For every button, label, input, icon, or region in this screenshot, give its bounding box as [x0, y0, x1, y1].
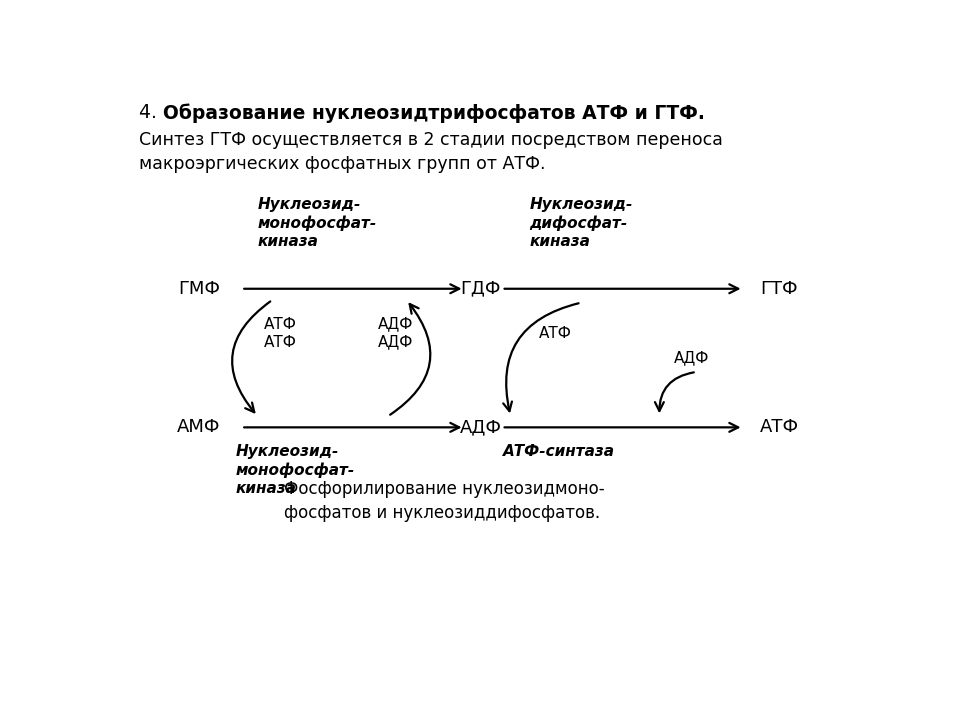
- Text: АТФ-синтаза: АТФ-синтаза: [503, 444, 615, 459]
- Text: ГДФ: ГДФ: [461, 280, 501, 298]
- Text: Синтез ГТФ осуществляется в 2 стадии посредством переноса
макроэргических фосфат: Синтез ГТФ осуществляется в 2 стадии пос…: [138, 131, 723, 173]
- Text: Нуклеозид-
монофосфат-
киназа: Нуклеозид- монофосфат- киназа: [257, 197, 377, 249]
- FancyArrowPatch shape: [232, 302, 271, 413]
- Text: Образование нуклеозидтрифосфатов АТФ и ГТФ.: Образование нуклеозидтрифосфатов АТФ и Г…: [163, 103, 705, 122]
- Text: АДФ
АДФ: АДФ АДФ: [377, 317, 413, 350]
- FancyArrowPatch shape: [390, 304, 430, 415]
- Text: ГТФ: ГТФ: [760, 280, 798, 298]
- Text: АТФ: АТФ: [760, 418, 799, 436]
- Text: Нуклеозид-
монофосфат-
киназа: Нуклеозид- монофосфат- киназа: [235, 444, 354, 495]
- Text: Фосфорилирование нуклеозидмоно-
фосфатов и нуклеозиддифосфатов.: Фосфорилирование нуклеозидмоно- фосфатов…: [284, 480, 604, 521]
- FancyArrowPatch shape: [655, 372, 694, 411]
- Text: АДФ: АДФ: [674, 351, 709, 366]
- Text: АМФ: АМФ: [177, 418, 221, 436]
- Text: ГМФ: ГМФ: [179, 280, 221, 298]
- Text: АТФ
АТФ: АТФ АТФ: [264, 317, 297, 350]
- Text: Нуклеозид-
дифосфат-
киназа: Нуклеозид- дифосфат- киназа: [529, 197, 633, 249]
- Text: АДФ: АДФ: [460, 418, 502, 436]
- FancyArrowPatch shape: [503, 303, 579, 411]
- Text: 4.: 4.: [138, 103, 162, 122]
- Text: АТФ: АТФ: [539, 325, 571, 341]
